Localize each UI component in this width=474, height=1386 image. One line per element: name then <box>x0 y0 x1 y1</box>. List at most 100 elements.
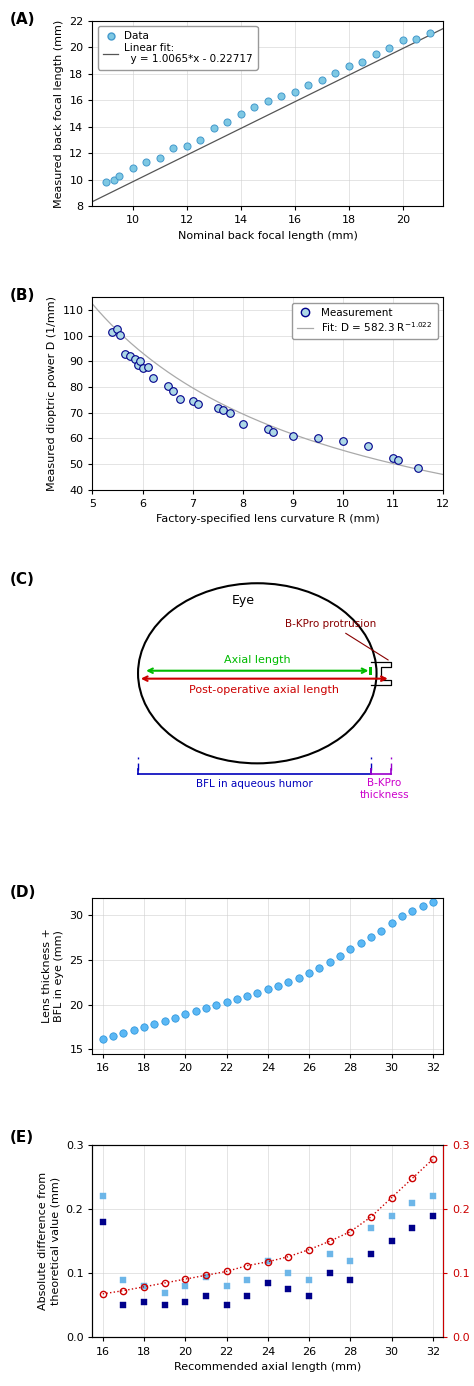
Point <box>409 1192 416 1214</box>
Y-axis label: Absolute difference from
theoretical value (mm): Absolute difference from theoretical val… <box>38 1173 60 1310</box>
Point <box>99 1211 107 1234</box>
Point <box>136 351 144 373</box>
Point <box>295 967 302 990</box>
Point <box>346 1249 354 1271</box>
Point <box>143 151 150 173</box>
Point <box>264 1249 272 1271</box>
Point <box>305 1268 313 1290</box>
Point <box>367 926 375 948</box>
Point <box>394 449 402 471</box>
Point <box>126 345 134 367</box>
Point <box>264 90 272 112</box>
Point <box>219 399 227 421</box>
Point <box>223 991 230 1013</box>
Point <box>285 1278 292 1300</box>
Point <box>164 374 172 396</box>
Point <box>388 912 395 934</box>
Point <box>182 1003 189 1026</box>
Point <box>285 972 292 994</box>
Text: BFL in aqueous humor: BFL in aqueous humor <box>196 779 313 790</box>
Point <box>414 457 422 480</box>
Point <box>130 1019 137 1041</box>
Legend: Measurement, Fit: D = 582.3 R$^{-1.022}$: Measurement, Fit: D = 582.3 R$^{-1.022}$ <box>292 302 438 338</box>
Point <box>109 1026 117 1048</box>
Point <box>223 1295 230 1317</box>
Point <box>189 389 196 412</box>
Point <box>339 430 347 452</box>
Point <box>398 905 406 927</box>
Point <box>134 355 141 377</box>
Point <box>291 80 299 103</box>
Point <box>169 380 176 402</box>
Point <box>346 1268 354 1290</box>
Point <box>194 392 201 414</box>
Text: (C): (C) <box>10 572 35 588</box>
Text: (D): (D) <box>10 886 36 900</box>
Point <box>129 158 137 180</box>
Point <box>318 69 326 91</box>
Point <box>110 169 118 191</box>
Point <box>210 116 218 139</box>
Point <box>254 981 261 1003</box>
Point <box>285 1263 292 1285</box>
X-axis label: Nominal back focal length (mm): Nominal back focal length (mm) <box>178 230 358 241</box>
Text: Post-operative axial length: Post-operative axial length <box>189 685 339 694</box>
Point <box>345 54 353 76</box>
Point <box>419 895 426 918</box>
Point <box>121 342 129 365</box>
Text: (B): (B) <box>10 288 36 302</box>
Y-axis label: Lens thickness +
BFL in eye (mm): Lens thickness + BFL in eye (mm) <box>42 929 64 1023</box>
Point <box>367 1243 375 1265</box>
X-axis label: Recommended axial length (mm): Recommended axial length (mm) <box>174 1362 362 1372</box>
Point <box>426 22 434 44</box>
Point <box>140 1016 148 1038</box>
Point <box>156 147 164 169</box>
Point <box>243 984 251 1006</box>
Point <box>388 1204 395 1227</box>
Point <box>358 51 366 73</box>
Point <box>237 103 245 125</box>
Text: Axial length: Axial length <box>224 654 291 665</box>
Point <box>212 994 220 1016</box>
Point <box>99 1185 107 1207</box>
Point <box>409 1217 416 1239</box>
Point <box>289 424 297 446</box>
Point <box>202 1285 210 1307</box>
Point <box>326 951 334 973</box>
Point <box>170 137 177 159</box>
Point <box>326 1243 334 1265</box>
Point <box>116 165 123 187</box>
Point <box>161 1282 168 1304</box>
Point <box>346 938 354 960</box>
Point <box>429 891 437 913</box>
Point <box>372 43 380 65</box>
Point <box>119 1021 127 1044</box>
Text: (A): (A) <box>10 11 36 26</box>
Point <box>429 1185 437 1207</box>
Point <box>151 1013 158 1035</box>
Bar <box>369 667 373 675</box>
Legend: Data, Linear fit:
  y = 1.0065*x - 0.22717: Data, Linear fit: y = 1.0065*x - 0.22717 <box>98 26 257 69</box>
Point <box>139 356 146 378</box>
Text: (E): (E) <box>10 1130 34 1145</box>
Point <box>331 62 339 85</box>
Point <box>409 900 416 922</box>
Point <box>99 1028 107 1051</box>
Point <box>140 1275 148 1297</box>
Y-axis label: Measured back focal length (mm): Measured back focal length (mm) <box>54 19 64 208</box>
Point <box>233 988 241 1010</box>
Point <box>214 396 221 419</box>
Point <box>223 1275 230 1297</box>
Point <box>116 323 124 345</box>
Point <box>367 1217 375 1239</box>
Point <box>227 402 234 424</box>
Point <box>224 111 231 133</box>
Point <box>336 944 344 966</box>
Point <box>182 1292 189 1314</box>
Point <box>239 413 246 435</box>
Point <box>140 1292 148 1314</box>
Point <box>131 348 139 370</box>
Point <box>277 85 285 107</box>
Point <box>316 956 323 979</box>
Point <box>264 1272 272 1295</box>
